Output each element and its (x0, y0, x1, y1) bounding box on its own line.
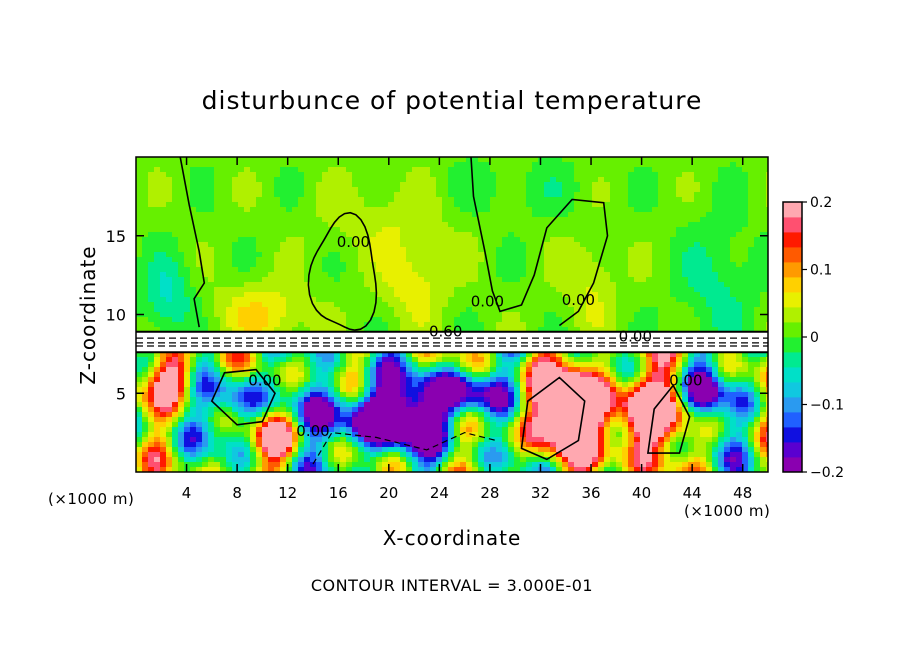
x-tick-label: 12 (278, 484, 297, 502)
contour-line (520, 376, 586, 461)
colorbar-tick-label: 0.1 (810, 263, 832, 279)
colorbar-swatch (783, 457, 802, 473)
contour-line (307, 211, 378, 331)
contour-label: 0.60 (429, 323, 462, 341)
contour-line-dashed (312, 431, 497, 465)
colorbar-swatch (783, 262, 802, 278)
x-unit-label-left: (×1000 m) (48, 490, 135, 508)
contour-label: 0.00 (471, 293, 504, 311)
y-tick-label: 15 (106, 227, 126, 246)
colorbar-tick-label: 0 (810, 330, 819, 346)
contour-label: 0.00 (248, 371, 281, 389)
x-tick-label: 8 (232, 484, 242, 502)
y-tick-label: 10 (106, 306, 126, 325)
colorbar-swatch (783, 337, 802, 353)
x-tick-label: 48 (733, 484, 752, 502)
contour-lines (136, 157, 768, 465)
contour-line (646, 383, 691, 454)
colorbar-swatch (783, 277, 802, 293)
contour-interval-note: CONTOUR INTERVAL = 3.000E-01 (310, 576, 594, 595)
contour-line (179, 157, 206, 328)
colorbar-swatch (783, 217, 802, 233)
colorbar-swatch (783, 427, 802, 443)
colorbar-swatch (783, 247, 802, 263)
heatmap-field (136, 157, 768, 472)
contour-label: 0.00 (337, 233, 370, 251)
x-tick-label: 36 (581, 484, 600, 502)
contour-label: 0.00 (669, 371, 702, 389)
colorbar-swatch (783, 292, 802, 308)
colorbar-swatch (783, 307, 802, 323)
x-tick-label: 44 (683, 484, 702, 502)
contour-label: 0.00 (562, 291, 595, 309)
x-tick-label: 24 (430, 484, 449, 502)
colorbar-swatch (783, 397, 802, 413)
colorbar-swatch (783, 352, 802, 368)
colorbar-swatch (783, 412, 802, 428)
x-tick-label: 32 (531, 484, 550, 502)
x-axis-label: X-coordinate (382, 526, 522, 550)
x-unit-label-right: (×1000 m) (684, 502, 771, 520)
colorbar-swatch (783, 367, 802, 383)
x-tick-label: 20 (379, 484, 398, 502)
colorbar-tick-label: −0.1 (810, 398, 844, 414)
colorbar-tick-label: −0.2 (810, 465, 844, 481)
x-tick-label: 28 (480, 484, 499, 502)
x-tick-label: 16 (329, 484, 348, 502)
contour-line (470, 157, 609, 327)
colorbar-swatch (783, 322, 802, 338)
contour-label: 0.00 (296, 422, 329, 440)
colorbar: 0.2 0.1 0 −0.1 −0.2 (782, 195, 844, 481)
colorbar-swatch (783, 382, 802, 398)
y-axis-label: Z-coordinate (76, 245, 100, 385)
colorbar-swatch (783, 442, 802, 458)
contour-line (210, 368, 276, 426)
colorbar-tick-label: 0.2 (810, 195, 832, 211)
x-tick-label: 4 (182, 484, 192, 502)
colorbar-swatch (783, 232, 802, 248)
x-tick-label: 40 (632, 484, 651, 502)
colorbar-swatch (783, 202, 802, 218)
contour-labels: 0.60 0.00 0.00 0.00 0.00 0.00 0.00 0.00 (248, 233, 702, 440)
y-tick-label: 5 (116, 384, 126, 403)
chart-title: disturbunce of potential temperature (201, 86, 703, 115)
contour-label: 0.00 (619, 327, 652, 345)
